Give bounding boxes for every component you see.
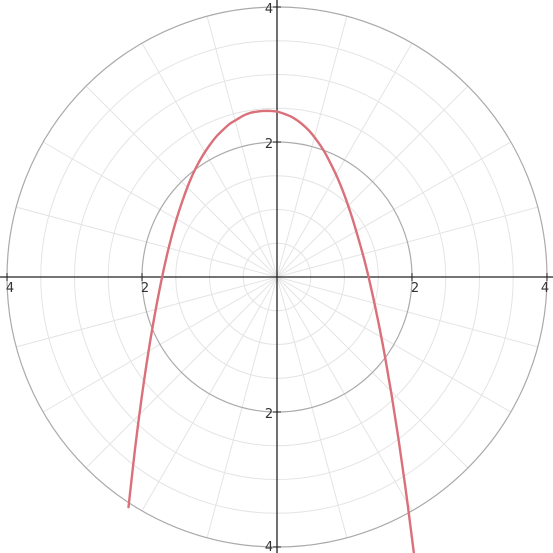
tick-label-y-bottom-outer: 4 [265,540,273,553]
tick-label-x-left-inner: 2 [141,281,149,296]
series-line [127,109,416,553]
curve-layer [127,109,416,553]
tick-label-y-top-inner: 2 [265,137,273,152]
tick-label-x-right-inner: 2 [411,281,419,296]
tick-label-y-top-outer: 4 [265,2,273,17]
tick-label-x-left-outer: 4 [6,281,14,296]
tick-label-x-right-outer: 4 [541,281,549,296]
tick-labels: 4 2 2 4 4 2 2 4 [6,2,549,553]
tick-label-y-bottom-inner: 2 [265,407,273,422]
